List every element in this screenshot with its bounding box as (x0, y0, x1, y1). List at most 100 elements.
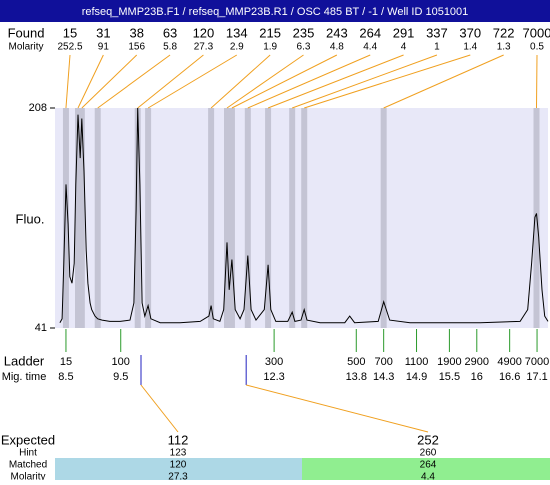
trace (59, 107, 549, 324)
ladder-time: 15.5 (439, 371, 460, 383)
peak-link (267, 54, 404, 109)
y-tick-label: 41 (35, 322, 47, 334)
peak-link (535, 54, 538, 109)
ladder-size: 15 (60, 356, 72, 368)
mig-time-label: Mig. time (2, 371, 47, 383)
peak-link (210, 54, 271, 109)
peak-band (301, 108, 308, 328)
matched-bg-2 (302, 458, 550, 480)
found-molarity: 1 (434, 42, 440, 53)
found-size: 38 (129, 25, 143, 40)
peak-link (147, 54, 238, 109)
found-molarity: 156 (128, 42, 145, 53)
peak-link (226, 54, 304, 109)
peak-link (65, 54, 71, 109)
molarity-label: Molarity (8, 42, 43, 53)
peak-band (78, 108, 85, 328)
found-molarity: 252.5 (57, 42, 82, 53)
found-size: 337 (426, 25, 448, 40)
peak-band (75, 108, 82, 328)
peak-band (134, 108, 141, 328)
y-tick-label: 208 (29, 102, 47, 114)
expected-hint: 123 (170, 448, 187, 459)
expected-hint: 260 (420, 448, 437, 459)
ladder-time: 9.5 (113, 371, 128, 383)
found-label: Found (8, 25, 45, 40)
ladder-size: 1900 (437, 356, 461, 368)
peak-link (77, 54, 104, 109)
peak-band (265, 108, 272, 328)
expected-row-label: Molarity (10, 472, 45, 480)
ladder-time: 16 (471, 371, 483, 383)
found-molarity: 4.8 (330, 42, 344, 53)
found-size: 235 (293, 25, 315, 40)
expected-expected: 112 (168, 432, 189, 447)
ladder-size: 300 (265, 356, 283, 368)
matched-bg-1 (55, 458, 302, 480)
peak-band (94, 108, 101, 328)
found-size: 7000 (523, 25, 550, 40)
ladder-time: 12.3 (263, 371, 284, 383)
found-molarity: 5.8 (163, 42, 177, 53)
found-size: 63 (163, 25, 177, 40)
y-axis-label: Fluo. (16, 211, 45, 226)
found-size: 31 (96, 25, 110, 40)
peak-link (137, 54, 204, 109)
expected-link (246, 384, 429, 433)
peak-band (145, 108, 152, 328)
expected-matched: 264 (420, 460, 437, 471)
found-molarity: 91 (98, 42, 110, 53)
chart-content: 41208Fluo.FoundMolarity15252.53191381566… (1, 25, 550, 482)
peak-band (208, 108, 215, 328)
ladder-size: 7000 (525, 356, 549, 368)
ladder-time: 14.3 (373, 371, 394, 383)
peak-link (97, 54, 171, 109)
expected-expected: 252 (417, 432, 439, 447)
ladder-size: 4900 (497, 356, 521, 368)
peak-band (228, 108, 235, 328)
found-molarity: 2.9 (230, 42, 244, 53)
peak-link (81, 54, 138, 109)
found-size: 120 (193, 25, 215, 40)
found-size: 264 (359, 25, 381, 40)
found-size: 243 (326, 25, 348, 40)
found-size: 15 (63, 25, 77, 40)
found-molarity: 1.3 (497, 42, 511, 53)
peak-link (383, 54, 504, 109)
found-molarity: 4.4 (363, 42, 377, 53)
found-size: 291 (393, 25, 415, 40)
expected-row-label: Hint (19, 448, 37, 459)
found-molarity: 0.5 (530, 42, 544, 53)
ladder-size: 100 (112, 356, 130, 368)
found-size: 215 (259, 25, 281, 40)
peak-band (289, 108, 296, 328)
peak-link (231, 54, 338, 109)
header-bar (0, 0, 550, 22)
peak-link (247, 54, 371, 109)
found-molarity: 1.9 (263, 42, 277, 53)
ladder-time: 16.6 (499, 371, 520, 383)
ladder-label: Ladder (4, 353, 45, 368)
peak-link (292, 54, 438, 109)
expected-link (140, 384, 179, 433)
peak-link (304, 54, 471, 109)
found-molarity: 4 (401, 42, 407, 53)
peak-band (224, 108, 231, 328)
found-molarity: 1.4 (463, 42, 477, 53)
ladder-time: 17.1 (526, 371, 547, 383)
found-size: 134 (226, 25, 248, 40)
expected-matched: 120 (170, 460, 187, 471)
ladder-size: 1100 (405, 356, 429, 368)
expected-molarity: 4.4 (421, 472, 435, 480)
expected-row-label: Expected (1, 432, 55, 447)
found-size: 722 (493, 25, 515, 40)
peak-band (62, 108, 69, 328)
ladder-size: 700 (374, 356, 392, 368)
peak-band (380, 108, 387, 328)
ladder-time: 13.8 (346, 371, 367, 383)
found-molarity: 6.3 (297, 42, 311, 53)
ladder-time: 8.5 (58, 371, 73, 383)
found-molarity: 27.3 (194, 42, 214, 53)
expected-molarity: 27.3 (168, 472, 188, 480)
